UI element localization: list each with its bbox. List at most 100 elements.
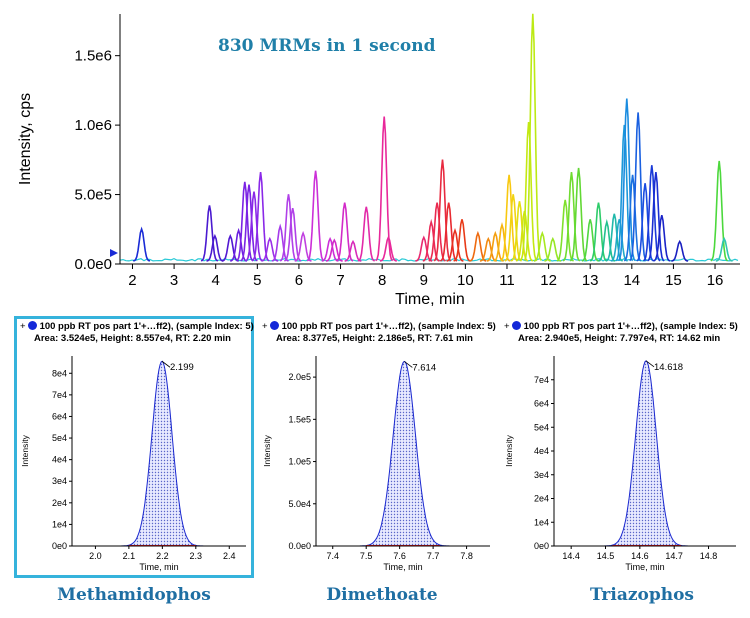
peak-trace [598,218,616,262]
x-tick-label: 5 [253,272,261,289]
expand-icon[interactable]: + [262,321,268,332]
peak-trace [206,233,224,262]
y-tick-label: 2e4 [52,498,67,508]
y-tick-label: 2.0e5 [288,372,311,382]
x-tick-label: 2.2 [156,551,169,561]
x-tick-label: 2 [128,272,136,289]
peak-trace [379,235,397,262]
peak-trace [610,219,628,262]
y-axis-label: Intensity [262,434,272,466]
xic-chart-methamidophos: 2.0 2.1 2.2 2.3 2.4 0e0 1e4 2e4 3e4 4e4 5e4 6e4 7e4 8… [20,356,246,572]
peak-trace [271,223,289,262]
peak-trace [710,160,729,262]
peak-trace [245,191,263,262]
x-tick-label: 4 [212,272,220,289]
panel-title: +100 ppb RT pos part 1'+…ff2), (sample I… [504,321,738,332]
panel-title-text: 100 ppb RT pos part 1'+…ff2), (sample In… [281,321,496,332]
panel-title: +100 ppb RT pos part 1'+…ff2), (sample I… [262,321,496,332]
panel-info: Area: 2.940e5, Height: 7.797e4, RT: 14.6… [518,333,721,344]
apex-leader [161,360,171,368]
apex-label: 2.199 [170,362,194,373]
y-tick-label: 1.5e5 [288,414,311,424]
y-tick-label: 0e0 [52,541,67,551]
peak-trace [235,181,254,262]
peak-trace [523,13,542,261]
peak-trace [623,174,642,262]
x-tick-label: 16 [707,272,724,289]
peak-trace [251,172,270,262]
sample-dot-icon [27,321,37,330]
compound-label-triazophos: Triazophos [590,585,694,605]
x-tick-label: 11 [499,272,515,289]
y-tick-label: 1e4 [52,519,67,529]
peak-trace [653,215,671,262]
x-tick-label: 7.8 [460,551,473,561]
peak-trace [556,199,574,262]
x-axis-label: Time, min [139,562,178,572]
peak-trace [671,239,689,262]
x-tick-label: 2.0 [89,551,102,561]
expand-icon[interactable]: + [20,321,26,332]
peak-trace [629,112,648,262]
peak-trace [321,236,339,262]
peak-trace [133,226,151,262]
peak-trace [439,202,458,262]
x-tick-label: 14.4 [562,551,580,561]
x-tick-label: 6 [295,272,303,289]
baseline-arrow-icon [110,249,118,257]
x-tick-label: 8 [378,272,386,289]
y-tick-label: 1.0e6 [74,117,112,134]
xic-panel-triazophos[interactable]: 14.4 14.5 14.6 14.7 14.8 0e0 1e4 2e4 3e4 4e4 5e4 6e… [500,318,746,576]
y-axis-label: Intensity, cps [17,93,34,185]
x-tick-label: 7 [336,272,344,289]
xic-chart-dimethoate: 7.4 7.5 7.6 7.7 7.8 0.0e0 5.0e4 1.0e5 1.5e5 2.0e5… [262,356,490,572]
sample-dot-icon [511,321,521,330]
x-tick-label: 7.5 [360,551,373,561]
peak-trace [261,236,279,262]
sample-dot-icon [269,321,279,330]
x-tick-label: 14 [623,272,640,289]
y-tick-label: 3e4 [52,476,67,486]
peak-trace [615,124,634,262]
peak-trace [357,206,376,262]
y-tick-label: 6e4 [534,399,549,409]
y-tick-label: 5e4 [52,433,67,443]
x-tick-label: 12 [540,272,557,289]
x-tick-label: 2.3 [190,551,203,561]
xic-panel-dimethoate[interactable]: 7.4 7.5 7.6 7.7 7.8 0.0e0 5.0e4 1.0e5 1.5e5 2.0e5… [258,318,502,576]
x-axis-label: Time, min [395,291,465,308]
y-tick-label: 7e4 [534,375,549,385]
y-tick-label: 5.0e5 [74,187,112,204]
panel-info: Area: 3.524e5, Height: 8.557e4, RT: 2.20… [34,333,231,344]
apex-label: 7.614 [412,362,436,373]
peak-trace [581,219,599,262]
panel-title: +100 ppb RT pos part 1'+…ff2), (sample I… [20,321,254,332]
x-tick-label: 15 [665,272,682,289]
x-tick-label: 14.8 [700,551,718,561]
peak-trace [415,235,433,262]
peak-trace [715,236,733,262]
x-tick-label: 10 [457,272,474,289]
peak-trace [589,202,608,262]
peak-trace [230,227,248,262]
apex-leader [404,361,413,368]
x-tick-label: 9 [420,272,428,289]
x-axis-label: Time, min [383,562,422,572]
y-tick-label: 1.5e6 [74,48,112,65]
expand-icon[interactable]: + [504,321,510,332]
peak-trace [325,238,343,262]
xic-panel-methamidophos[interactable]: 2.0 2.1 2.2 2.3 2.4 0e0 1e4 2e4 3e4 4e4 5e4 6e4 7e4 8… [14,316,254,578]
y-tick-label: 5.0e4 [288,499,311,509]
apex-leader [645,360,655,368]
panel-info: Area: 8.377e5, Height: 2.186e5, RT: 7.61… [276,333,473,344]
peak-trace [375,116,394,262]
peak-trace [422,218,440,262]
panel-title-text: 100 ppb RT pos part 1'+…ff2), (sample In… [523,321,738,332]
y-axis-label: Intensity [20,434,30,466]
peak-trace [279,194,298,262]
peak-trace [519,122,538,262]
y-tick-label: 4e4 [534,446,549,456]
peak-trace [446,227,464,262]
peak-trace [344,239,362,262]
x-tick-label: 7.7 [427,551,440,561]
